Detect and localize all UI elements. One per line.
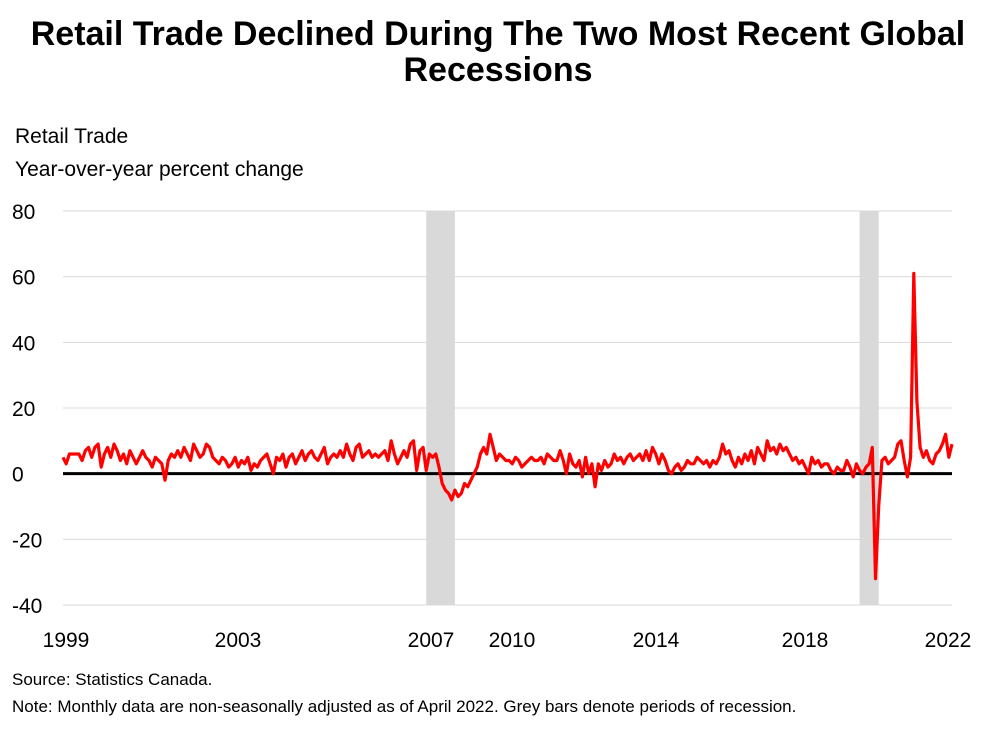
chart-title: Retail Trade Declined During The Two Mos… [30,15,966,89]
x-tick-label: 2018 [782,629,829,652]
x-tick-label: 2014 [633,629,680,652]
y-tick-label: 60 [12,267,35,290]
series-label: Retail Trade [15,125,129,148]
y-tick-label: 40 [12,332,35,355]
recession-bar [426,211,455,605]
y-tick-label: -40 [12,595,42,618]
unit-label: Year-over-year percent change [15,158,304,181]
footnote: Note: Monthly data are non-seasonally ad… [12,697,797,716]
x-tick-label: 2010 [489,629,536,652]
y-tick-label: 20 [12,398,35,421]
x-tick-label: 2022 [925,629,972,652]
retail-trade-line [61,271,954,581]
source-note: Source: Statistics Canada. [12,670,213,689]
x-tick-label: 2003 [215,629,262,652]
y-tick-label: -20 [12,529,42,552]
x-tick-label: 1999 [43,629,90,652]
y-tick-label: 0 [12,464,24,487]
x-tick-label: 2007 [408,629,455,652]
y-tick-label: 80 [12,201,35,224]
